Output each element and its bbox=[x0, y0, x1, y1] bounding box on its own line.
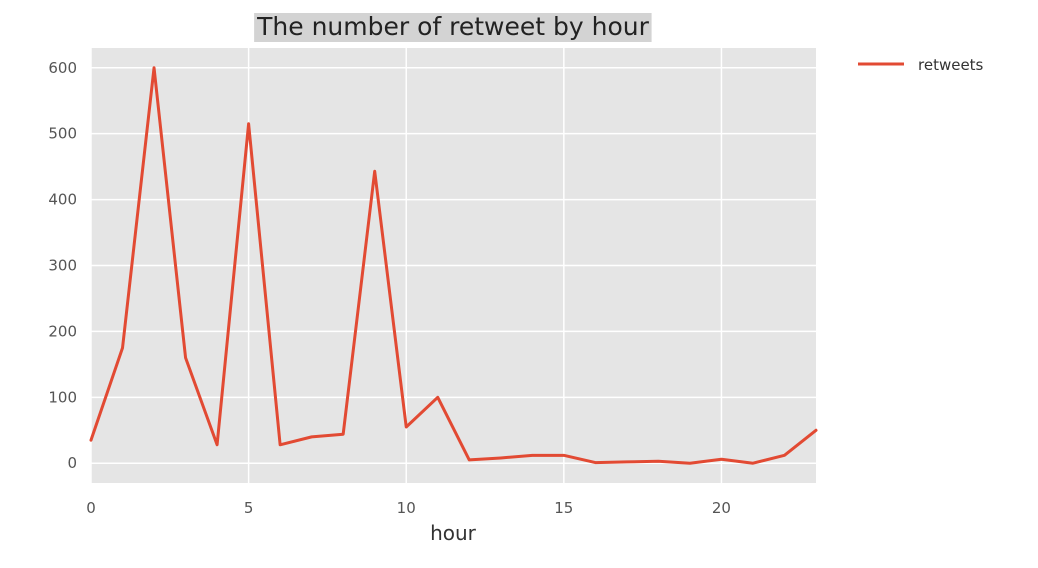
legend-label-retweets: retweets bbox=[918, 56, 984, 74]
tick-labels: 0 100 200 300 400 500 600 0 5 10 15 20 bbox=[48, 59, 731, 517]
grid-lines bbox=[90, 48, 816, 483]
x-axis-title: hour bbox=[430, 521, 477, 545]
x-tick-label: 15 bbox=[554, 499, 573, 517]
legend: retweets bbox=[858, 56, 984, 74]
y-tick-label: 200 bbox=[48, 322, 77, 340]
x-tick-label: 5 bbox=[244, 499, 254, 517]
series-layer bbox=[89, 66, 818, 465]
y-tick-label: 500 bbox=[48, 125, 77, 143]
x-tick-label: 20 bbox=[712, 499, 731, 517]
y-tick-label: 600 bbox=[48, 59, 77, 77]
y-tick-label: 100 bbox=[48, 388, 77, 406]
y-tick-label: 400 bbox=[48, 191, 77, 209]
x-tick-label: 10 bbox=[397, 499, 416, 517]
x-tick-label: 0 bbox=[86, 499, 96, 517]
series-line-retweets bbox=[89, 66, 818, 465]
chart-title-highlight bbox=[254, 13, 652, 42]
y-tick-label: 0 bbox=[67, 454, 77, 472]
y-tick-label: 300 bbox=[48, 257, 77, 275]
chart-title: The number of retweet by hour bbox=[256, 12, 649, 41]
